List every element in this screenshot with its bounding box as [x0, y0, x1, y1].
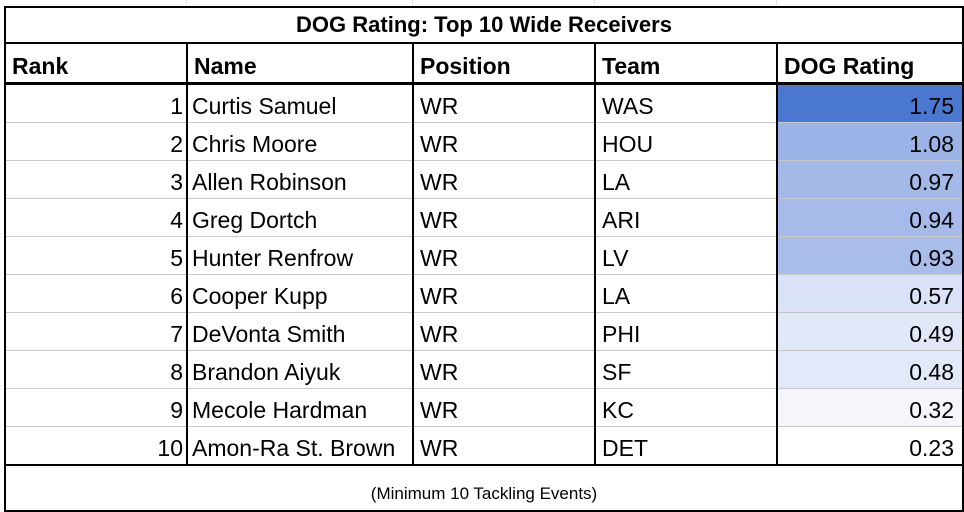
cell-team[interactable]: WAS [594, 83, 778, 123]
header-rank[interactable]: Rank [4, 42, 188, 85]
cell-position[interactable]: WR [412, 388, 596, 427]
cell-position[interactable]: WR [412, 426, 596, 466]
table-row: 10 Amon-Ra St. Brown WR DET 0.23 [4, 426, 964, 466]
cell-name[interactable]: Cooper Kupp [186, 274, 414, 313]
cell-position[interactable]: WR [412, 350, 596, 389]
cell-name[interactable]: Amon-Ra St. Brown [186, 426, 414, 466]
table-row: 6 Cooper Kupp WR LA 0.57 [4, 274, 964, 313]
cell-rank[interactable]: 6 [4, 274, 188, 313]
cell-dog-rating[interactable]: 0.32 [775, 388, 964, 427]
cell-team[interactable]: ARI [594, 198, 778, 237]
cell-position[interactable]: WR [412, 312, 596, 351]
cell-position[interactable]: WR [412, 160, 596, 199]
cell-rank[interactable]: 5 [4, 236, 188, 275]
cell-team[interactable]: DET [594, 426, 778, 466]
cell-dog-rating[interactable]: 1.75 [775, 83, 964, 123]
cell-rank[interactable]: 8 [4, 350, 188, 389]
cell-rank[interactable]: 10 [4, 426, 188, 466]
cell-rank[interactable]: 2 [4, 122, 188, 161]
header-name[interactable]: Name [186, 42, 414, 85]
cell-position[interactable]: WR [412, 83, 596, 123]
cell-team[interactable]: PHI [594, 312, 778, 351]
cell-team[interactable]: SF [594, 350, 778, 389]
cell-dog-rating[interactable]: 1.08 [775, 122, 964, 161]
dog-rating-table: DOG Rating: Top 10 Wide Receivers Rank N… [3, 6, 964, 512]
cell-team[interactable]: LA [594, 274, 778, 313]
table-row: 9 Mecole Hardman WR KC 0.32 [4, 388, 964, 427]
table-row: 8 Brandon Aiyuk WR SF 0.48 [4, 350, 964, 389]
header-position[interactable]: Position [412, 42, 596, 85]
cell-rank[interactable]: 3 [4, 160, 188, 199]
cell-team[interactable]: KC [594, 388, 778, 427]
cell-dog-rating[interactable]: 0.57 [775, 274, 964, 313]
table-row: 4 Greg Dortch WR ARI 0.94 [4, 198, 964, 237]
table-row: 2 Chris Moore WR HOU 1.08 [4, 122, 964, 161]
cell-name[interactable]: Mecole Hardman [186, 388, 414, 427]
cell-dog-rating[interactable]: 0.49 [775, 312, 964, 351]
header-team[interactable]: Team [594, 42, 778, 85]
cell-position[interactable]: WR [412, 122, 596, 161]
table-row: 3 Allen Robinson WR LA 0.97 [4, 160, 964, 199]
cell-rank[interactable]: 1 [4, 83, 188, 123]
cell-name[interactable]: Curtis Samuel [186, 83, 414, 123]
table-footer-note[interactable]: (Minimum 10 Tackling Events) [3, 464, 964, 512]
table-row: 5 Hunter Renfrow WR LV 0.93 [4, 236, 964, 275]
cell-team[interactable]: LV [594, 236, 778, 275]
cell-position[interactable]: WR [412, 274, 596, 313]
cell-name[interactable]: Greg Dortch [186, 198, 414, 237]
cell-position[interactable]: WR [412, 236, 596, 275]
cell-rank[interactable]: 4 [4, 198, 188, 237]
header-dog-rating[interactable]: DOG Rating [775, 42, 964, 85]
cell-position[interactable]: WR [412, 198, 596, 237]
cell-rank[interactable]: 9 [4, 388, 188, 427]
cell-dog-rating[interactable]: 0.97 [775, 160, 964, 199]
table-title[interactable]: DOG Rating: Top 10 Wide Receivers [3, 6, 964, 44]
cell-dog-rating[interactable]: 0.23 [775, 426, 964, 466]
cell-name[interactable]: Allen Robinson [186, 160, 414, 199]
cell-name[interactable]: Hunter Renfrow [186, 236, 414, 275]
cell-team[interactable]: LA [594, 160, 778, 199]
cell-name[interactable]: Chris Moore [186, 122, 414, 161]
cell-name[interactable]: Brandon Aiyuk [186, 350, 414, 389]
table-row: 7 DeVonta Smith WR PHI 0.49 [4, 312, 964, 351]
cell-rank[interactable]: 7 [4, 312, 188, 351]
cell-dog-rating[interactable]: 0.48 [775, 350, 964, 389]
cell-dog-rating[interactable]: 0.94 [775, 198, 964, 237]
cell-team[interactable]: HOU [594, 122, 778, 161]
cell-dog-rating[interactable]: 0.93 [775, 236, 964, 275]
table-row: 1 Curtis Samuel WR WAS 1.75 [4, 83, 964, 123]
cell-name[interactable]: DeVonta Smith [186, 312, 414, 351]
